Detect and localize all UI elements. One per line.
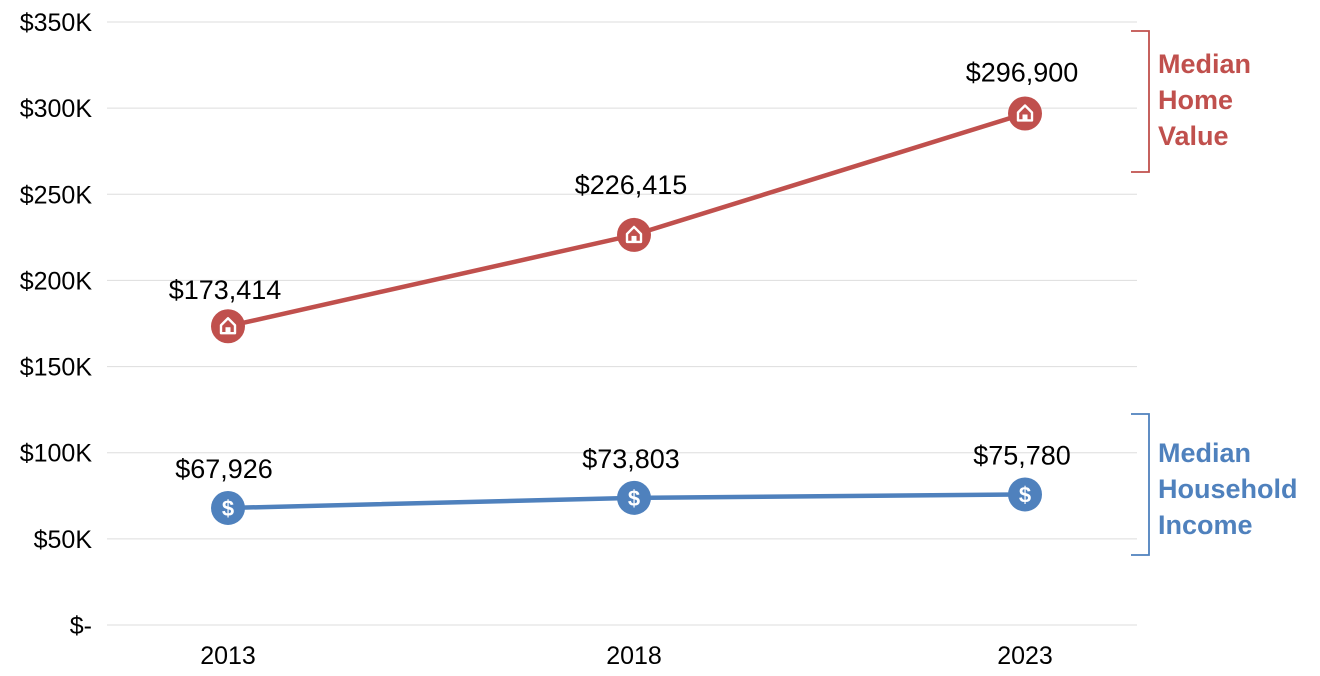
series-brackets: Median Home Value Median Household Income [1131, 30, 1298, 556]
data-point-marker: $ [211, 490, 245, 525]
y-tick-label: $- [70, 612, 92, 640]
marker-circle [617, 480, 651, 515]
dollar-icon: $ [222, 496, 234, 521]
marker-circle [617, 217, 651, 252]
marker-circle [1008, 96, 1042, 131]
series-name-label: Median [1158, 438, 1251, 468]
home-icon [625, 225, 643, 244]
series-name-label: Median [1158, 49, 1251, 79]
data-point-marker [617, 217, 651, 252]
data-point-marker [211, 309, 245, 344]
home-door [1022, 114, 1028, 121]
home-door [225, 327, 231, 334]
y-tick-label: $100K [20, 440, 93, 468]
y-axis: $- $50K $100K $150K $200K $250K $300K $350K [20, 9, 93, 640]
x-axis: 2013 2018 2023 [200, 642, 1053, 670]
series-name-label: Home [1158, 85, 1233, 115]
data-point-marker: $ [1008, 477, 1042, 512]
marker-circle [211, 490, 245, 525]
home-icon [1016, 104, 1034, 122]
data-point-marker: $ [617, 480, 651, 515]
data-label: $67,926 [175, 454, 273, 484]
home-icon [219, 317, 237, 335]
grid-lines [107, 21, 1137, 626]
data-label: $173,414 [169, 275, 282, 305]
x-tick-label: 2013 [200, 642, 256, 670]
series-bracket [1131, 30, 1150, 173]
y-tick-label: $200K [20, 267, 93, 295]
data-point-marker [1008, 96, 1042, 131]
series-name-label: Income [1158, 510, 1253, 540]
series-bracket [1131, 413, 1150, 556]
x-tick-label: 2023 [997, 642, 1053, 670]
data-label: $296,900 [966, 57, 1079, 87]
y-tick-label: $300K [20, 95, 93, 123]
series-name-label: Value [1158, 121, 1229, 151]
y-tick-label: $250K [20, 181, 93, 209]
dollar-icon: $ [628, 486, 640, 511]
dollar-icon: $ [1019, 482, 1031, 507]
series-median-household-income: $ $67,926 $ $73,803 $ $75,780 [175, 440, 1071, 525]
data-label: $73,803 [582, 444, 680, 474]
y-tick-label: $350K [20, 9, 93, 37]
series-name-label: Household [1158, 474, 1298, 504]
x-tick-label: 2018 [606, 642, 662, 670]
data-label: $75,780 [973, 440, 1071, 470]
data-label: $226,415 [575, 170, 688, 200]
home-door [631, 235, 637, 242]
marker-circle [1008, 477, 1042, 512]
y-tick-label: $150K [20, 354, 93, 382]
series-median-home-value: $173,414 $226,415 $296,900 [169, 57, 1079, 344]
marker-circle [211, 309, 245, 344]
y-tick-label: $50K [34, 526, 93, 554]
